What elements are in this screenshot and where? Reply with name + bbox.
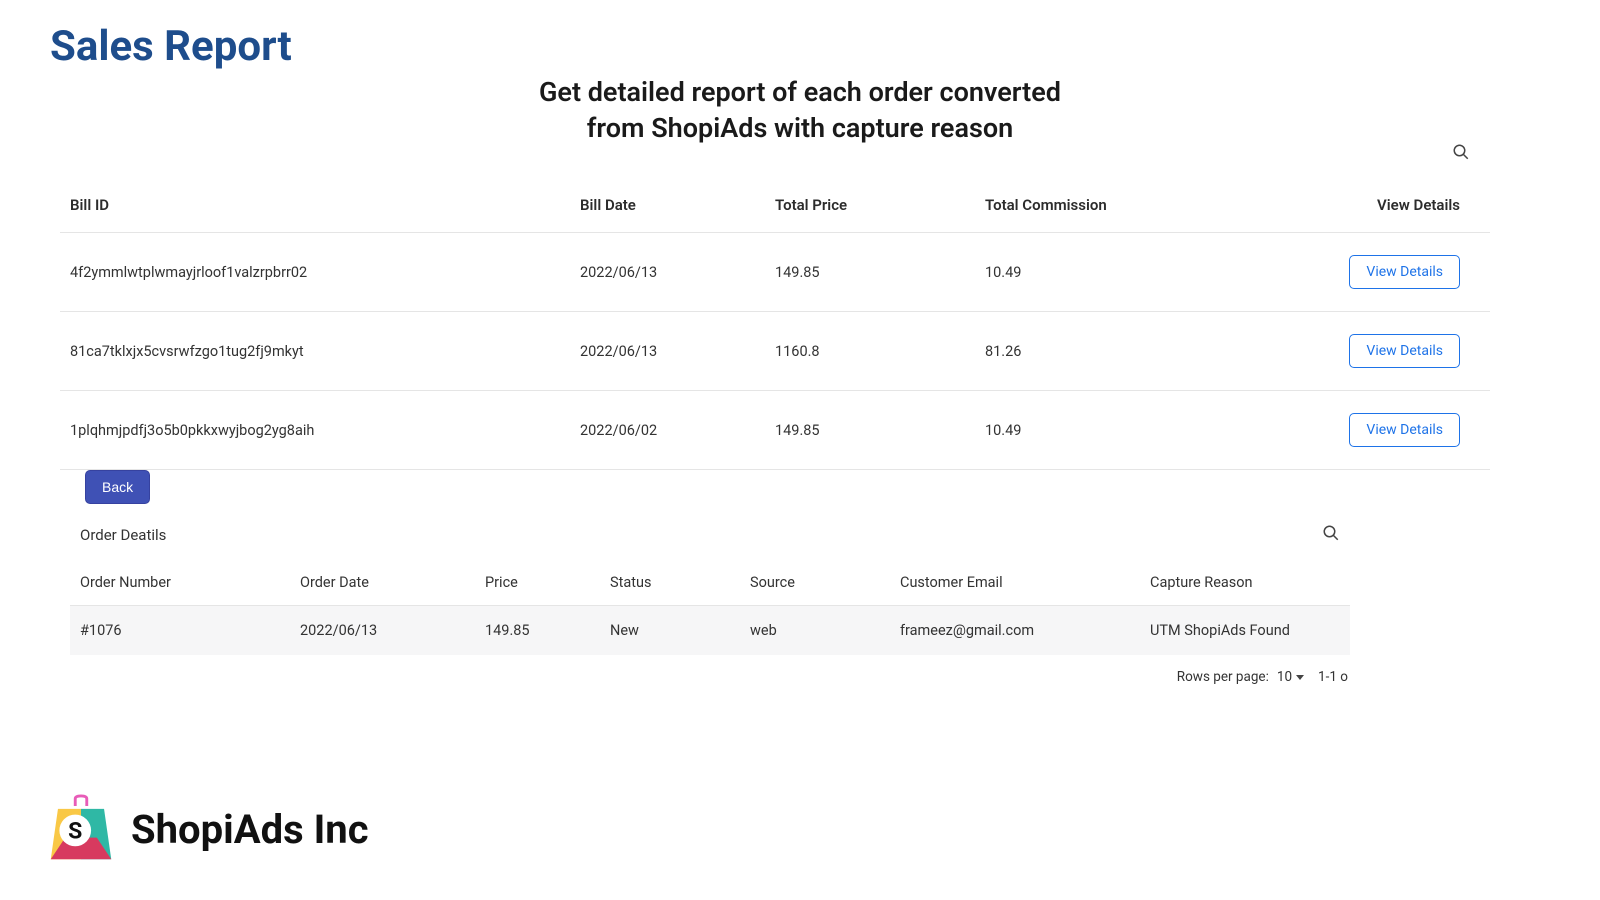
cell-bill-id: 4f2ymmlwtplwmayjrloof1valzrpbrr02 xyxy=(70,264,580,281)
cell-total-price: 1160.8 xyxy=(775,343,985,360)
search-icon[interactable] xyxy=(1322,524,1340,546)
search-icon[interactable] xyxy=(1452,143,1470,165)
rows-per-page-select[interactable]: 10 xyxy=(1277,669,1304,685)
view-details-button[interactable]: View Details xyxy=(1349,334,1460,368)
footer-logo: S ShopiAds Inc xyxy=(45,793,369,865)
company-name: ShopiAds Inc xyxy=(131,806,369,853)
order-details-panel: Order Deatils Order Number Order Date Pr… xyxy=(70,510,1350,685)
cell-bill-date: 2022/06/13 xyxy=(580,343,775,360)
column-header-bill-id: Bill ID xyxy=(70,196,580,214)
subtitle-line-2: from ShopiAds with capture reason xyxy=(587,112,1013,144)
sales-row: 4f2ymmlwtplwmayjrloof1valzrpbrr02 2022/0… xyxy=(60,233,1490,312)
column-header-total-commission: Total Commission xyxy=(985,196,1285,214)
page-title: Sales Report xyxy=(50,22,292,71)
column-header-customer-email: Customer Email xyxy=(900,574,1150,591)
column-header-view-details: View Details xyxy=(1285,196,1480,214)
column-header-order-number: Order Number xyxy=(80,574,300,591)
sales-table-header: Bill ID Bill Date Total Price Total Comm… xyxy=(60,178,1490,233)
order-row: #1076 2022/06/13 149.85 New web frameez@… xyxy=(70,606,1350,655)
cell-total-commission: 10.49 xyxy=(985,264,1285,281)
sales-table: Bill ID Bill Date Total Price Total Comm… xyxy=(60,178,1490,470)
view-details-button[interactable]: View Details xyxy=(1349,413,1460,447)
back-button[interactable]: Back xyxy=(85,470,150,504)
cell-customer-email: frameez@gmail.com xyxy=(900,622,1150,639)
column-header-status: Status xyxy=(610,574,750,591)
cell-bill-date: 2022/06/02 xyxy=(580,422,775,439)
subtitle-line-1: Get detailed report of each order conver… xyxy=(539,76,1061,108)
cell-total-commission: 10.49 xyxy=(985,422,1285,439)
page-subtitle: Get detailed report of each order conver… xyxy=(539,74,1061,147)
cell-order-number: #1076 xyxy=(80,622,300,639)
sales-row: 81ca7tklxjx5cvsrwfzgo1tug2fj9mkyt 2022/0… xyxy=(60,312,1490,391)
column-header-order-date: Order Date xyxy=(300,574,485,591)
column-header-price: Price xyxy=(485,574,610,591)
view-details-button[interactable]: View Details xyxy=(1349,255,1460,289)
cell-total-commission: 81.26 xyxy=(985,343,1285,360)
column-header-bill-date: Bill Date xyxy=(580,196,775,214)
cell-price: 149.85 xyxy=(485,622,610,639)
column-header-capture-reason: Capture Reason xyxy=(1150,574,1340,591)
pagination: Rows per page: 10 1-1 o xyxy=(70,655,1350,685)
chevron-down-icon xyxy=(1296,675,1304,680)
column-header-source: Source xyxy=(750,574,900,591)
cell-capture-reason: UTM ShopiAds Found xyxy=(1150,622,1340,639)
cell-bill-id: 81ca7tklxjx5cvsrwfzgo1tug2fj9mkyt xyxy=(70,343,580,360)
cell-source: web xyxy=(750,622,900,639)
svg-text:S: S xyxy=(68,817,82,844)
rows-per-page-label: Rows per page: xyxy=(1177,669,1269,685)
cell-total-price: 149.85 xyxy=(775,422,985,439)
cell-status: New xyxy=(610,622,750,639)
rows-per-page-value: 10 xyxy=(1277,669,1292,685)
order-table-header: Order Number Order Date Price Status Sou… xyxy=(70,560,1350,606)
sales-row: 1plqhmjpdfj3o5b0pkkxwyjbog2yg8aih 2022/0… xyxy=(60,391,1490,470)
cell-total-price: 149.85 xyxy=(775,264,985,281)
cell-bill-id: 1plqhmjpdfj3o5b0pkkxwyjbog2yg8aih xyxy=(70,422,580,439)
shopiads-logo-icon: S xyxy=(45,793,117,865)
cell-bill-date: 2022/06/13 xyxy=(580,264,775,281)
column-header-total-price: Total Price xyxy=(775,196,985,214)
pagination-range: 1-1 o xyxy=(1318,669,1348,685)
cell-order-date: 2022/06/13 xyxy=(300,622,485,639)
order-details-title: Order Deatils xyxy=(80,526,166,544)
